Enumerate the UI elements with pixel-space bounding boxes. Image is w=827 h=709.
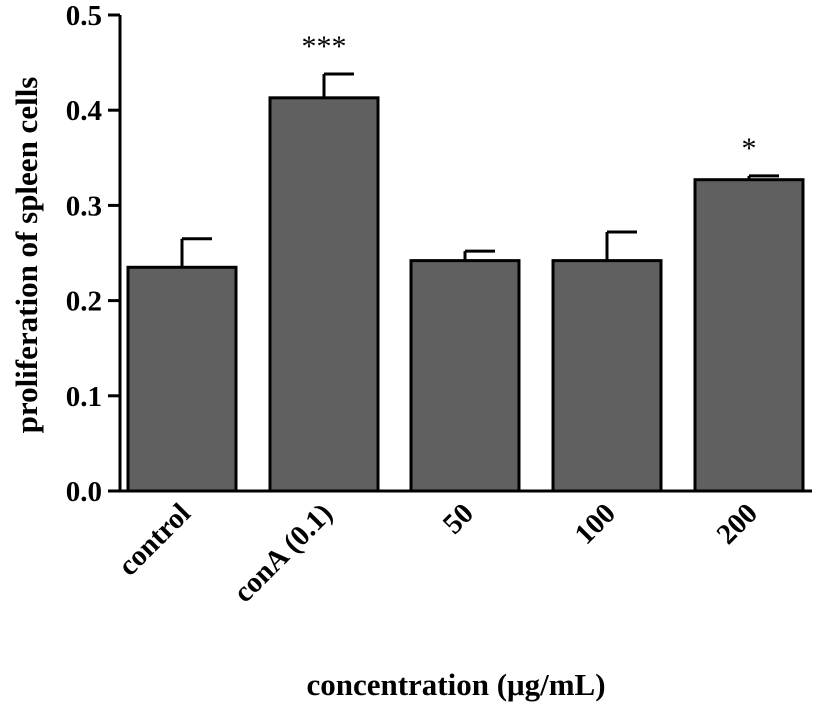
x-axis-title: concentration (μg/mL) — [306, 667, 605, 702]
bar-2 — [409, 259, 521, 493]
significance-mark-4: * — [742, 132, 757, 165]
x-tick-label-4: 200 — [711, 497, 764, 550]
bars-group — [126, 96, 805, 493]
y-axis-title: proliferation of spleen cells — [9, 77, 44, 434]
x-tick-label-1: conA (0.1) — [227, 497, 338, 608]
y-tick-label-2: 0.2 — [66, 286, 102, 318]
x-tick-label-3: 100 — [569, 497, 622, 550]
significance-mark-1: *** — [302, 30, 347, 63]
bar-4 — [693, 178, 805, 493]
error-bars-group — [180, 72, 779, 268]
bar-1 — [268, 96, 380, 493]
x-tick-label-2: 50 — [437, 497, 480, 540]
y-tick-label-4: 0.4 — [66, 95, 102, 127]
bar-0 — [126, 265, 238, 493]
y-axis: 0.0 0.1 0.2 0.3 0.4 0.5 — [66, 0, 122, 508]
significance-marks-group: **** — [302, 30, 757, 165]
y-tick-label-1: 0.1 — [66, 381, 102, 413]
x-tick-label-0: control — [112, 497, 197, 582]
y-tick-label-5: 0.5 — [66, 0, 102, 32]
y-tick-label-3: 0.3 — [66, 190, 102, 222]
x-axis: control conA (0.1) 50 100 200 — [112, 489, 812, 609]
bar-3 — [551, 259, 663, 493]
y-tick-label-0: 0.0 — [66, 476, 102, 508]
